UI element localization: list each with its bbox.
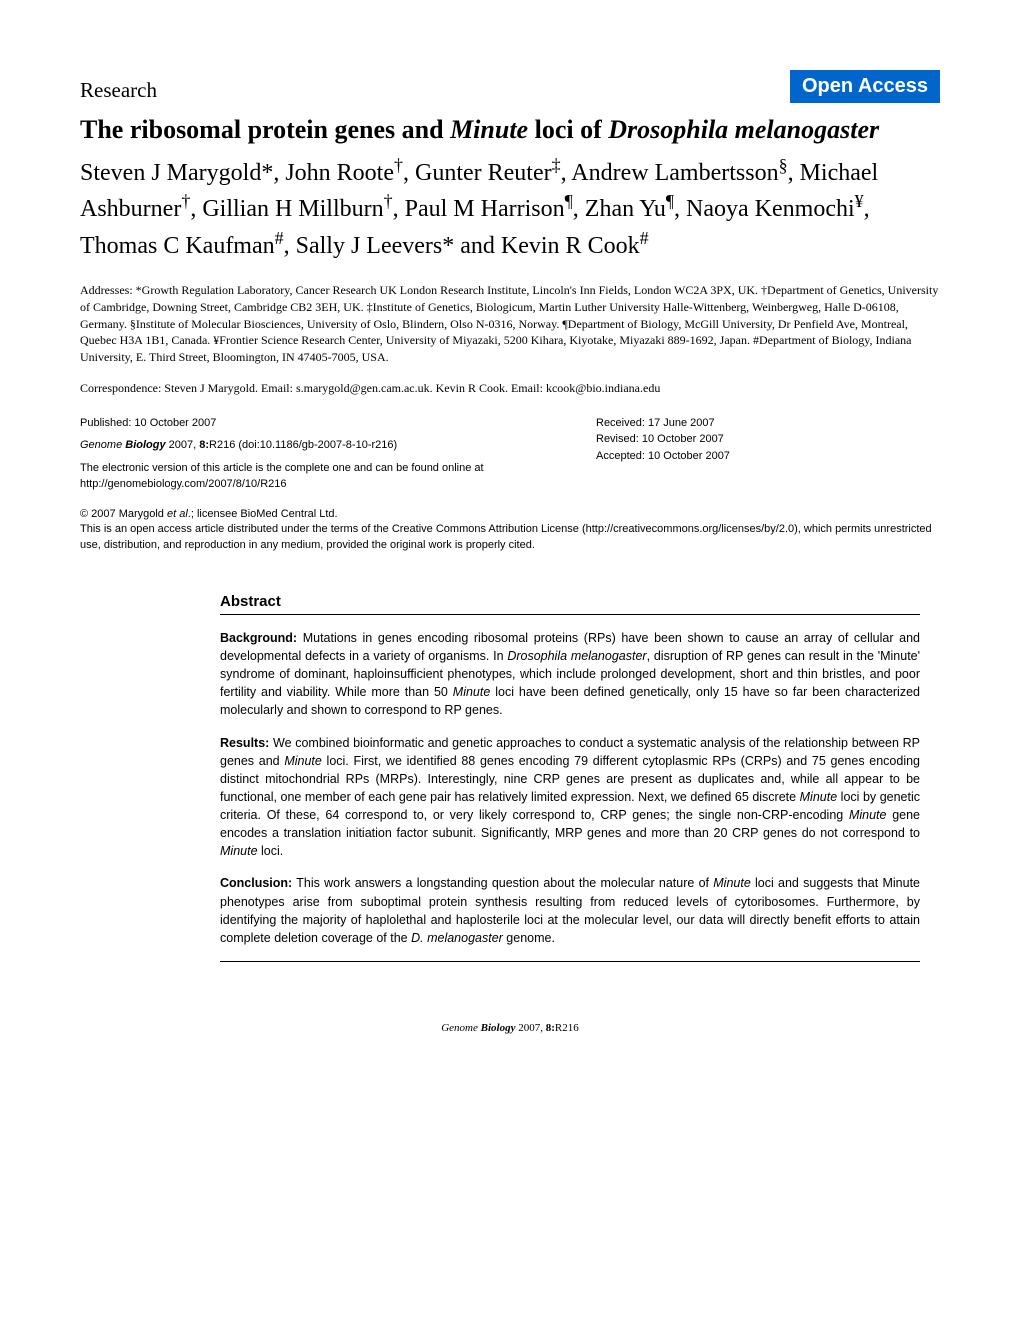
- header-row: Research Open Access: [80, 70, 940, 103]
- citation: Genome Biology 2007, 8:R216 (doi:10.1186…: [80, 437, 527, 454]
- abstract-background: Background: Mutations in genes encoding …: [220, 629, 920, 720]
- abstract-rule-bottom: [220, 961, 920, 962]
- article-title: The ribosomal protein genes and Minute l…: [80, 113, 940, 147]
- abstract-conclusion: Conclusion: This work answers a longstan…: [220, 874, 920, 947]
- correspondence: Correspondence: Steven J Marygold. Email…: [80, 380, 940, 397]
- license-block: © 2007 Marygold et al.; licensee BioMed …: [80, 507, 940, 553]
- publication-right: Received: 17 June 2007 Revised: 10 Octob…: [596, 415, 940, 493]
- electronic-version-note: The electronic version of this article i…: [80, 460, 527, 493]
- open-access-badge: Open Access: [790, 70, 940, 103]
- abstract-heading: Abstract: [220, 593, 920, 610]
- publication-meta: Published: 10 October 2007 Genome Biolog…: [80, 415, 940, 493]
- published-date: Published: 10 October 2007: [80, 415, 527, 432]
- received-date: Received: 17 June 2007: [596, 415, 940, 432]
- author-list: Steven J Marygold*, John Roote†, Gunter …: [80, 153, 940, 262]
- abstract-container: Abstract Background: Mutations in genes …: [220, 593, 920, 962]
- abstract-rule-top: [220, 614, 920, 615]
- article-page: Research Open Access The ribosomal prote…: [0, 0, 1020, 1074]
- accepted-date: Accepted: 10 October 2007: [596, 448, 940, 465]
- section-label: Research: [80, 78, 157, 103]
- publication-left: Published: 10 October 2007 Genome Biolog…: [80, 415, 527, 493]
- revised-date: Revised: 10 October 2007: [596, 431, 940, 448]
- affiliations: Addresses: *Growth Regulation Laboratory…: [80, 282, 940, 366]
- page-footer: Genome Biology 2007, 8:R216: [80, 1022, 940, 1034]
- abstract-results: Results: We combined bioinformatic and g…: [220, 734, 920, 861]
